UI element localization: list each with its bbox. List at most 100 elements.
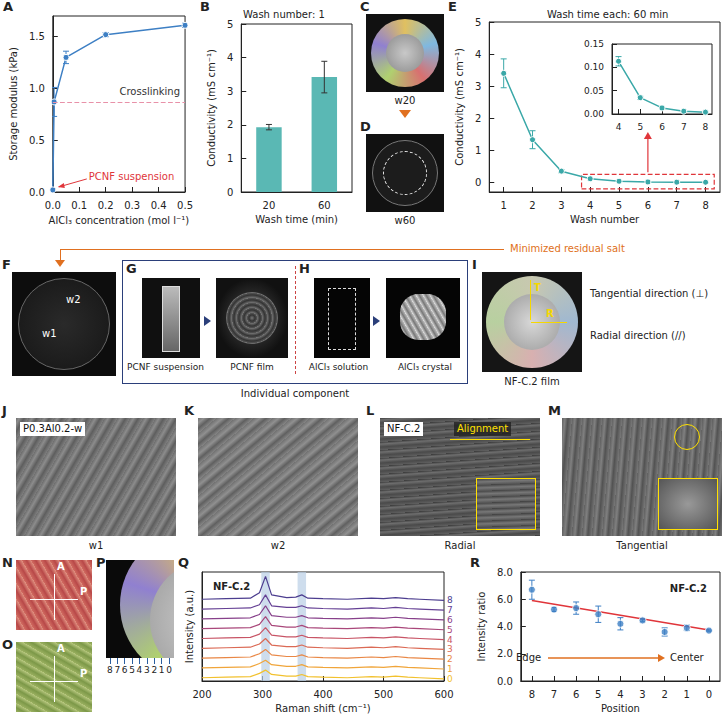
svg-text:1: 1	[500, 200, 506, 211]
svg-text:0: 0	[447, 674, 453, 684]
svg-text:2.0: 2.0	[497, 648, 513, 659]
svg-text:0.0: 0.0	[497, 676, 513, 687]
svg-text:5: 5	[637, 122, 643, 132]
svg-text:Position: Position	[601, 703, 640, 714]
svg-text:3: 3	[475, 81, 481, 92]
svg-text:1: 1	[447, 664, 453, 674]
svg-text:8: 8	[703, 122, 709, 132]
svg-text:5: 5	[475, 17, 481, 28]
svg-text:AlCl₃ concentration (mol l⁻¹): AlCl₃ concentration (mol l⁻¹)	[49, 215, 190, 226]
svg-text:0.0: 0.0	[29, 187, 45, 198]
svg-text:4: 4	[617, 689, 623, 700]
svg-text:0.3: 0.3	[124, 200, 140, 211]
html-text:G: G	[126, 261, 137, 276]
svg-text:2: 2	[475, 113, 481, 124]
svg-text:6: 6	[659, 122, 665, 132]
svg-text:6.0: 6.0	[497, 594, 513, 605]
svg-text:Intensity ratio: Intensity ratio	[476, 592, 487, 662]
svg-text:3: 3	[558, 200, 564, 211]
html-text:M: M	[548, 403, 561, 418]
svg-text:1: 1	[684, 689, 690, 700]
svg-text:5: 5	[616, 200, 622, 211]
svg-text:PCNF suspension: PCNF suspension	[89, 171, 174, 182]
svg-text:6: 6	[645, 200, 651, 211]
svg-text:3: 3	[639, 689, 645, 700]
svg-text:7: 7	[551, 689, 557, 700]
svg-text:500: 500	[374, 689, 393, 700]
svg-text:0.0: 0.0	[45, 200, 61, 211]
svg-text:Conductivity (mS cm⁻¹): Conductivity (mS cm⁻¹)	[454, 48, 465, 166]
svg-text:Intensity (a.u.): Intensity (a.u.)	[184, 590, 195, 663]
svg-text:0: 0	[706, 689, 712, 700]
html-text:O: O	[2, 637, 14, 652]
svg-text:4.0: 4.0	[497, 621, 513, 632]
svg-text:4: 4	[587, 200, 593, 211]
svg-text:3: 3	[227, 86, 233, 97]
svg-text:0: 0	[475, 177, 481, 188]
svg-text:4: 4	[227, 52, 233, 63]
html-text:Minimized residual salt: Minimized residual salt	[510, 243, 625, 254]
svg-text:7: 7	[447, 605, 453, 615]
svg-text:NF-C.2: NF-C.2	[213, 581, 250, 592]
svg-text:0: 0	[227, 187, 233, 198]
svg-text:6: 6	[573, 689, 579, 700]
html-text:w2: w2	[66, 294, 81, 305]
svg-text:60: 60	[318, 200, 331, 211]
svg-text:1.5: 1.5	[29, 31, 45, 42]
html-text:w60: w60	[394, 215, 416, 226]
svg-text:5: 5	[447, 625, 453, 635]
svg-text:0.2: 0.2	[98, 200, 114, 211]
svg-text:4: 4	[447, 635, 453, 645]
svg-text:0.5: 0.5	[29, 135, 45, 146]
svg-text:Wash time (min): Wash time (min)	[255, 214, 338, 225]
svg-text:8: 8	[447, 595, 453, 605]
svg-text:NF-C.2: NF-C.2	[670, 583, 707, 594]
html-text:A: A	[3, 0, 14, 14]
svg-text:4: 4	[475, 49, 481, 60]
svg-text:Wash number: 1: Wash number: 1	[243, 9, 325, 20]
svg-text:Raman shift (cm⁻¹): Raman shift (cm⁻¹)	[275, 703, 370, 714]
svg-text:200: 200	[192, 689, 211, 700]
svg-text:0.1: 0.1	[71, 200, 87, 211]
svg-text:2: 2	[227, 119, 233, 130]
html-text:w1: w1	[42, 328, 57, 339]
svg-text:Center: Center	[670, 652, 705, 663]
svg-text:2: 2	[447, 654, 453, 664]
svg-text:2: 2	[661, 689, 667, 700]
svg-text:400: 400	[313, 689, 332, 700]
svg-text:20: 20	[263, 200, 276, 211]
svg-text:1: 1	[227, 153, 233, 164]
svg-text:4: 4	[616, 122, 622, 132]
svg-text:0.05: 0.05	[584, 86, 604, 96]
svg-text:8: 8	[702, 200, 708, 211]
svg-text:7: 7	[674, 200, 680, 211]
svg-text:3: 3	[447, 644, 453, 654]
html-text:D: D	[360, 119, 371, 134]
svg-text:8.0: 8.0	[497, 567, 513, 578]
svg-text:7: 7	[681, 122, 687, 132]
svg-text:2: 2	[529, 200, 535, 211]
svg-text:600: 600	[434, 689, 453, 700]
svg-text:1.0: 1.0	[29, 83, 45, 94]
html-text:w20: w20	[394, 95, 416, 106]
svg-text:5: 5	[595, 689, 601, 700]
svg-text:Wash time each: 60 min: Wash time each: 60 min	[547, 9, 668, 20]
svg-text:Wash number: Wash number	[570, 214, 640, 225]
svg-text:Crosslinking: Crosslinking	[119, 86, 180, 97]
html-text:H: H	[299, 261, 310, 276]
svg-text:Conductivity (mS cm⁻¹): Conductivity (mS cm⁻¹)	[206, 49, 217, 167]
svg-text:Storage modulus (kPa): Storage modulus (kPa)	[8, 47, 19, 161]
html-text:Q: Q	[178, 555, 190, 570]
svg-text:1: 1	[475, 145, 481, 156]
svg-text:300: 300	[253, 689, 272, 700]
svg-text:5: 5	[227, 19, 233, 30]
svg-text:0.5: 0.5	[177, 200, 193, 211]
svg-text:0.4: 0.4	[151, 200, 167, 211]
svg-text:6: 6	[447, 615, 453, 625]
svg-text:Edge: Edge	[516, 652, 541, 663]
svg-text:8: 8	[529, 689, 535, 700]
svg-text:0.15: 0.15	[584, 39, 604, 49]
svg-text:0.00: 0.00	[584, 109, 604, 119]
html-text:Individual component: Individual component	[240, 388, 350, 399]
svg-text:0.10: 0.10	[584, 62, 604, 72]
